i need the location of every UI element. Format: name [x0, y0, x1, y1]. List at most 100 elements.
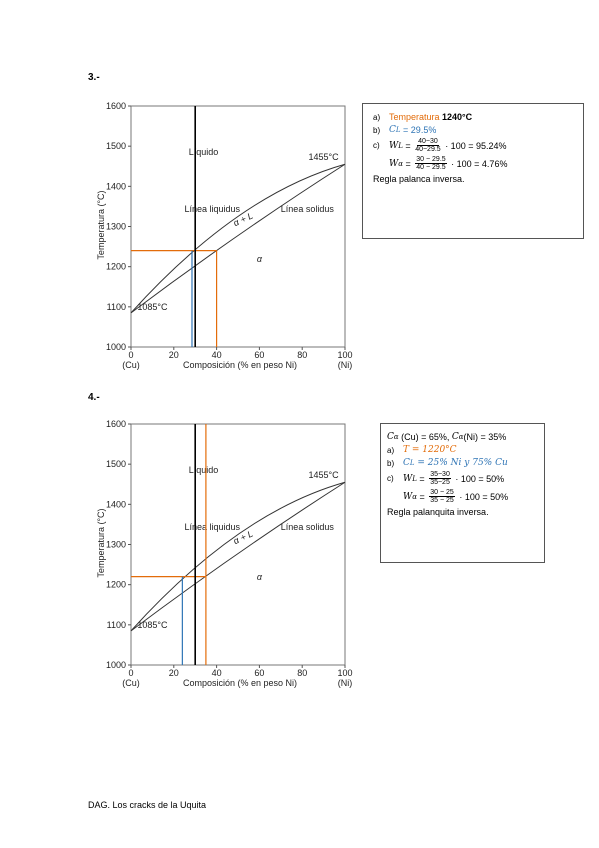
y-tick-label: 1500 — [106, 141, 126, 151]
y-tick-label: 1600 — [106, 101, 126, 111]
solidus-curve — [130, 481, 346, 632]
x-tick-label: 0 — [128, 350, 133, 360]
region-label: α — [257, 572, 263, 582]
answer-text: α — [398, 159, 403, 168]
answer-text: C — [387, 432, 394, 442]
region-label: α — [257, 254, 263, 264]
y-axis-label: Temperatura (°C) — [96, 190, 106, 259]
x-tick-label: 40 — [212, 350, 222, 360]
answer-text: L — [395, 126, 401, 134]
fraction: 40−30 40−29.5 — [415, 138, 441, 153]
answer-text: · 100 = 50% — [456, 491, 509, 502]
region-label: 1455°C — [308, 152, 339, 162]
liquidus-curve — [130, 481, 346, 632]
x-tick-label: 60 — [254, 668, 264, 678]
answer-line: b) C L = 29.5% — [373, 125, 573, 135]
answer-line: Regla palanquita inversa. — [387, 507, 538, 517]
answer-text: W — [389, 140, 399, 151]
y-tick-label: 1000 — [106, 660, 126, 670]
problem-label: 4.- — [88, 392, 100, 403]
answer-line: b) C L = 25% Ni y 75% Cu — [387, 458, 538, 468]
item-marker: b) — [373, 125, 381, 135]
x-tick-label: 20 — [169, 668, 179, 678]
x-tick-label: 40 — [212, 668, 222, 678]
answer-text: W — [389, 158, 399, 169]
fraction: 35−30 35−25 — [429, 471, 451, 486]
answer-text: = — [403, 158, 414, 169]
x-tick-label: 20 — [169, 350, 179, 360]
y-tick-label: 1200 — [106, 262, 126, 272]
answer-line: a) T = 1220°C — [387, 445, 538, 455]
answer-text: C — [403, 458, 410, 468]
answer-text: L — [412, 474, 417, 483]
numerator: 40−30 — [417, 138, 439, 146]
region-label: 1455°C — [308, 470, 339, 480]
answer-line: Regla palanca inversa. — [373, 174, 573, 184]
y-axis-label: Temperatura (°C) — [96, 508, 106, 577]
y-tick-label: 1100 — [107, 620, 126, 630]
y-tick-label: 1600 — [106, 419, 126, 429]
answer-line: a) Temperatura 1240°C — [373, 112, 573, 122]
answer-text: · 100 = 50% — [452, 473, 505, 484]
region-label: Líquido — [189, 465, 219, 475]
fraction: 30 − 25 35 − 25 — [429, 489, 455, 504]
answer-text: = — [402, 140, 414, 151]
answer-text: (Ni) = 35% — [463, 432, 507, 442]
answer-text: · 100 = 4.76% — [448, 158, 508, 169]
answer-line: c) W L = 40−30 40−29.5 · 100 = 95.24% — [373, 138, 573, 153]
y-tick-label: 1300 — [106, 540, 126, 550]
x-end-label: (Cu) — [122, 360, 140, 370]
answer-line: c) W L = 35−30 35−25 · 100 = 50% — [387, 471, 538, 486]
answer-text: = 29.5% — [400, 125, 437, 135]
denominator: 40 − 29.5 — [416, 164, 446, 171]
region-label: Línea solidus — [281, 522, 335, 532]
denominator: 40−29.5 — [415, 146, 441, 153]
answer-text: L — [409, 459, 415, 467]
region-label: Líquido — [189, 147, 219, 157]
answer-text: C — [389, 125, 396, 135]
item-marker: c) — [373, 141, 380, 150]
y-tick-label: 1400 — [106, 181, 126, 191]
answer-text: Regla palanca inversa. — [373, 174, 465, 184]
solidus-curve — [130, 163, 346, 314]
x-end-label: (Ni) — [338, 678, 353, 688]
x-axis-label: Composición (% en peso Ni) — [183, 678, 297, 688]
answer-text: Temperatura — [389, 112, 440, 122]
fraction: 30 − 29.5 40 − 29.5 — [415, 156, 447, 171]
answer-text: W — [403, 473, 413, 484]
y-tick-label: 1500 — [106, 459, 126, 469]
numerator: 35−30 — [429, 471, 451, 479]
x-tick-label: 0 — [128, 668, 133, 678]
answer-text: T = 1220°C — [403, 445, 457, 455]
answer-text: = — [416, 473, 428, 484]
x-tick-label: 60 — [254, 350, 264, 360]
item-marker: b) — [387, 458, 395, 468]
phase-diagram: 1000 1100 1200 1300 1400 1500 1600 0 20 40 60 80 100… — [96, 419, 353, 688]
answer-text: α — [458, 433, 464, 441]
x-tick-label: 80 — [297, 350, 307, 360]
y-tick-label: 1200 — [106, 580, 126, 590]
denominator: 35−25 — [430, 479, 450, 486]
y-tick-label: 1400 — [106, 499, 126, 509]
liquidus-curve — [130, 163, 346, 314]
region-label: 1085°C — [137, 620, 168, 630]
y-tick-label: 1100 — [107, 302, 126, 312]
answer-text: α — [412, 492, 417, 501]
answer-text: 1240°C — [439, 112, 473, 122]
x-tick-label: 100 — [337, 668, 352, 678]
x-end-label: (Ni) — [338, 360, 353, 370]
denominator: 35 − 25 — [430, 497, 454, 504]
region-label: Línea liquidus — [185, 522, 241, 532]
answer-text: C — [451, 432, 459, 442]
y-tick-label: 1000 — [106, 342, 126, 352]
phase-diagram: 1000 1100 1200 1300 1400 1500 1600 0 20 40 60 80 100… — [96, 101, 353, 370]
numerator: 30 − 29.5 — [415, 156, 447, 164]
answer-text: (Cu) = 65%, — [398, 432, 452, 442]
y-tick-label: 1300 — [106, 222, 126, 232]
